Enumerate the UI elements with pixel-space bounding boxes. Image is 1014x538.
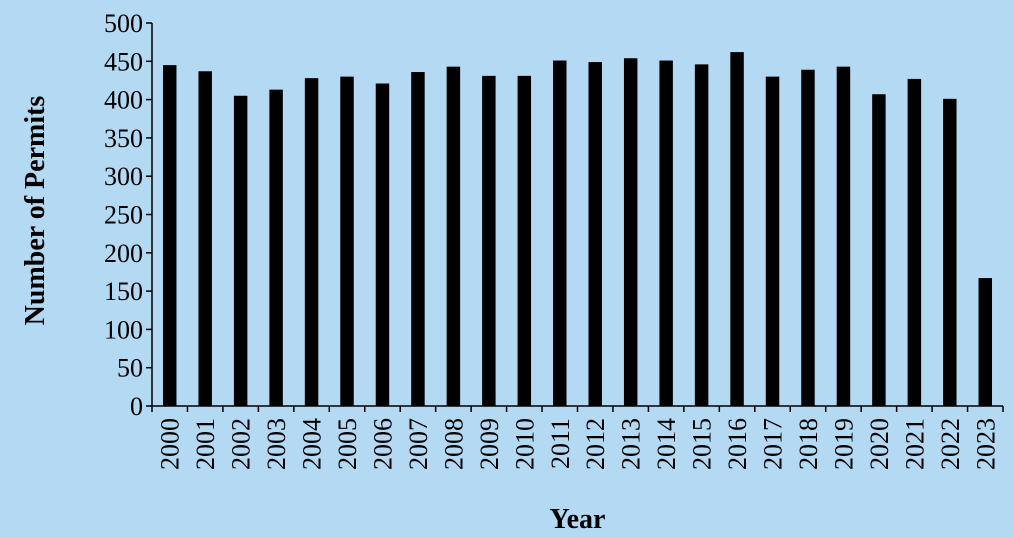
y-tick-label: 450	[104, 47, 143, 76]
bar-2020	[872, 94, 886, 406]
x-tick-label: 2009	[475, 418, 504, 470]
y-tick-label: 150	[104, 277, 143, 306]
x-tick-label: 2003	[262, 418, 291, 470]
bar-2021	[907, 78, 922, 406]
bar-2013	[623, 58, 638, 407]
bar-2022	[943, 98, 957, 407]
x-tick-label: 2000	[156, 418, 185, 470]
bar-2016	[730, 52, 744, 406]
bar-2009	[482, 75, 496, 406]
x-tick-label: 2022	[936, 418, 965, 470]
x-tick-label: 2005	[333, 418, 362, 470]
bar-2018	[801, 69, 815, 406]
x-tick-label: 2017	[759, 418, 788, 470]
y-tick-label: 400	[104, 86, 143, 115]
x-tick-label: 2012	[581, 418, 610, 470]
bar-2023	[978, 278, 993, 406]
y-ticks-group: 0 50 100 150 200 250 300 350 400 450 500	[104, 9, 152, 421]
x-tick-label: 2007	[404, 418, 433, 470]
bar-2004	[304, 78, 319, 406]
x-tick-label: 2021	[900, 418, 929, 470]
x-tick-label: 2013	[617, 418, 646, 470]
bar-2011	[553, 60, 567, 407]
bars-group	[162, 52, 993, 407]
y-tick-label: 500	[104, 9, 143, 38]
x-tick-label: 2019	[829, 418, 858, 470]
bar-2012	[588, 62, 602, 406]
x-tick-label: 2011	[546, 418, 575, 469]
bar-2003	[269, 89, 283, 406]
x-axis-title: Year	[550, 504, 606, 535]
x-tick-label: 2020	[865, 418, 894, 470]
bar-2008	[446, 66, 461, 407]
bar-2015	[694, 64, 709, 406]
x-tick-label: 2001	[191, 418, 220, 470]
bar-2002	[233, 95, 248, 407]
y-tick-label: 200	[104, 239, 143, 268]
x-tick-label: 2016	[723, 418, 752, 470]
x-tick-label: 2010	[510, 418, 539, 470]
x-tick-label: 2006	[368, 418, 397, 470]
x-tick-label: 2018	[794, 418, 823, 470]
x-tick-label: 2014	[652, 418, 681, 470]
y-tick-label: 300	[104, 162, 143, 191]
y-tick-label: 100	[104, 315, 143, 344]
bar-2001	[198, 71, 212, 407]
bar-2007	[411, 72, 425, 407]
bar-2017	[765, 76, 780, 407]
bar-2000	[162, 65, 177, 406]
x-ticks-group: 2000 2001 2002 2003 2004 2005 2006 2007 2008 2009…	[151, 406, 1004, 470]
bar-2006	[375, 83, 390, 406]
bar-2019	[836, 66, 851, 407]
x-tick-label: 2004	[298, 418, 327, 470]
y-tick-label: 250	[104, 201, 143, 230]
bar-2014	[659, 60, 673, 407]
bar-2010	[517, 75, 532, 406]
bar-2005	[340, 76, 354, 407]
x-tick-label: 2023	[971, 418, 1000, 470]
x-tick-label: 2015	[688, 418, 717, 470]
y-axis-title: Number of Permits	[20, 96, 51, 326]
y-tick-label: 50	[117, 354, 143, 383]
y-tick-label: 350	[104, 124, 143, 153]
x-tick-label: 2002	[227, 418, 256, 470]
y-tick-label: 0	[130, 392, 143, 421]
x-tick-label: 2008	[439, 418, 468, 470]
